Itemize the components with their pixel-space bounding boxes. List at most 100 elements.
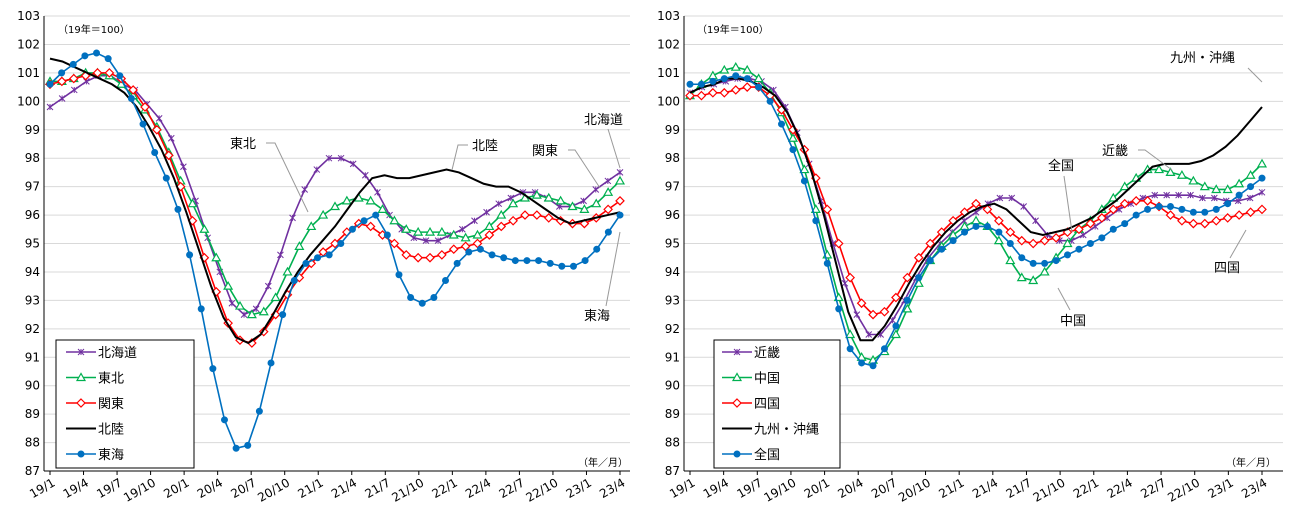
data-point (1018, 254, 1026, 262)
data-point (377, 204, 388, 213)
data-point (301, 186, 309, 193)
leader-line (1247, 67, 1263, 83)
annotation-zenkoku: 全国 (1048, 158, 1074, 233)
data-point (471, 217, 478, 225)
data-point (1210, 194, 1218, 202)
data-point (535, 257, 543, 265)
series-lines (684, 61, 1268, 370)
data-point (476, 245, 484, 253)
data-point (413, 226, 424, 236)
data-point (46, 80, 54, 88)
data-point (289, 214, 296, 222)
data-point (591, 198, 602, 208)
data-point (616, 169, 624, 176)
data-point (434, 237, 442, 245)
unit-note: （19年＝100） (697, 23, 769, 36)
data-point (508, 215, 518, 226)
data-point (880, 345, 888, 353)
data-point (1188, 175, 1199, 185)
data-point (604, 177, 612, 185)
data-point (139, 120, 147, 128)
data-point (58, 95, 66, 102)
data-point (232, 444, 240, 452)
leader-line (451, 144, 468, 171)
data-point (1096, 213, 1107, 223)
data-point (1086, 240, 1094, 247)
data-point (766, 97, 774, 105)
data-point (228, 299, 236, 307)
data-point (349, 160, 357, 168)
data-point (244, 441, 252, 449)
x-tick-label: 22/4 (1105, 475, 1135, 501)
data-point (567, 201, 578, 211)
data-point (46, 103, 54, 111)
data-point (1032, 217, 1039, 225)
data-point (1051, 232, 1061, 243)
y-tick-label: 95 (25, 237, 40, 251)
data-point (186, 251, 194, 259)
data-point (460, 241, 471, 252)
y-tick-label: 87 (25, 464, 40, 478)
y-tick-label: 102 (657, 37, 680, 51)
y-tick-label: 94 (665, 265, 680, 279)
y-tick-label: 91 (25, 350, 40, 364)
data-point (127, 94, 135, 102)
x-tick-label: 19/4 (701, 475, 731, 501)
x-tick-label: 22/1 (1071, 475, 1101, 501)
data-point (1028, 238, 1039, 249)
data-point (163, 150, 174, 161)
legend-marker (733, 450, 741, 458)
data-point (167, 134, 175, 142)
y-tick-label: 96 (665, 208, 680, 222)
data-point (57, 76, 67, 87)
x-tick-label: 19/7 (734, 475, 764, 501)
x-tick-label: 19/1 (27, 475, 57, 501)
data-point (374, 188, 381, 196)
y-tick-label: 88 (25, 436, 40, 450)
data-point (430, 294, 438, 302)
data-point (543, 192, 554, 202)
y-tick-label: 97 (25, 180, 40, 194)
x-tick-label: 21/10 (389, 475, 426, 504)
data-point (580, 197, 587, 205)
x-tick-label: 20/7 (869, 475, 899, 501)
x-tick-label: 23/4 (1239, 475, 1269, 501)
leader-line (1138, 149, 1173, 171)
data-point (1201, 208, 1209, 216)
x-tick-label: 21/1 (936, 475, 966, 501)
data-point (1188, 218, 1199, 229)
data-point (1062, 238, 1073, 248)
data-point (543, 213, 554, 223)
data-point (1085, 218, 1096, 229)
data-point (865, 331, 873, 338)
y-tick-label: 92 (25, 322, 40, 336)
x-tick-label: 20/7 (228, 475, 258, 501)
data-point (1142, 195, 1153, 206)
data-point (708, 87, 718, 98)
data-point (593, 245, 601, 253)
data-point (1039, 235, 1050, 246)
data-point (592, 186, 600, 193)
chart-right: 87 88 89 90 91 92 93 94 95 96 97 98 99 100 101 102 103 1… (657, 9, 1283, 505)
data-point (1121, 220, 1129, 228)
x-tick-label: 21/4 (970, 475, 1000, 501)
data-point (845, 272, 856, 283)
data-point (453, 259, 461, 267)
x-tick-label: 19/1 (667, 475, 697, 501)
x-unit-label: （年／月） (578, 456, 628, 469)
x-tick-label: 20/10 (896, 475, 933, 504)
annotation-label: 東海 (584, 308, 610, 324)
data-point (869, 362, 877, 370)
data-point (719, 87, 730, 98)
data-point (460, 232, 471, 242)
data-point (926, 257, 934, 265)
data-point (1234, 210, 1244, 220)
x-tick-label: 20/4 (835, 475, 865, 501)
data-point (1177, 215, 1187, 226)
data-point (395, 271, 403, 279)
annotation-label: 東北 (230, 136, 256, 152)
data-point (1199, 181, 1210, 191)
data-point (604, 228, 612, 236)
data-point (949, 237, 957, 245)
